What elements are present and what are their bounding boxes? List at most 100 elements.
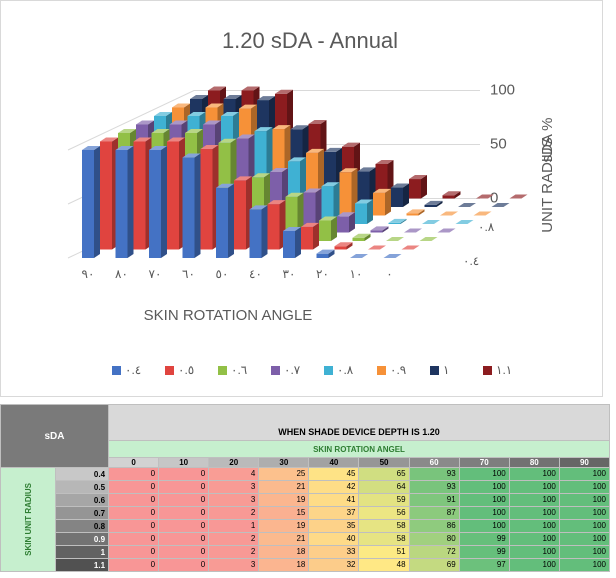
value-cell: 100	[508, 545, 560, 559]
bar-front	[406, 213, 419, 216]
bar-front	[133, 141, 146, 250]
column-header-row: 0 10 20 30 40 50 60 70 80 90	[1, 457, 611, 468]
legend-swatch	[218, 366, 227, 375]
bar-top	[401, 245, 420, 250]
bar-top	[319, 216, 337, 221]
row-label: 0.5	[54, 480, 110, 494]
value-cell: 86	[408, 519, 460, 533]
bar-front	[283, 231, 295, 258]
bar-side	[349, 212, 355, 233]
bar-top	[373, 188, 391, 193]
bar-front	[182, 157, 195, 258]
bar-top	[216, 183, 234, 188]
bar	[234, 176, 252, 250]
legend-swatch	[483, 366, 492, 375]
bar-top	[352, 233, 371, 238]
depth-axis-title: UNIT RADIUS	[539, 137, 556, 233]
value-cell: 15	[258, 506, 310, 520]
column-header: 90	[558, 457, 611, 468]
value-cell: 0	[158, 545, 210, 559]
bar	[301, 222, 319, 250]
value-cell: 19	[258, 493, 310, 507]
bar	[334, 242, 353, 250]
value-cell: 33	[308, 545, 360, 559]
bar	[133, 137, 152, 250]
value-cell: 40	[308, 532, 360, 546]
column-header: 20	[208, 457, 260, 468]
row-label: 1.1	[54, 558, 110, 572]
bar	[368, 245, 386, 250]
bar-top	[285, 192, 304, 197]
value-cell: 100	[558, 480, 611, 494]
bar-top	[339, 168, 358, 173]
bar-front	[388, 222, 401, 224]
bar-front	[355, 203, 367, 224]
bar-side	[382, 226, 389, 233]
legend-label: ١	[443, 363, 449, 377]
bar-front	[249, 209, 262, 258]
bar	[283, 227, 301, 258]
bar-top	[386, 237, 404, 241]
bar-top	[252, 173, 270, 178]
bar-top	[172, 103, 190, 108]
bar	[473, 211, 492, 216]
bar-top	[458, 203, 476, 207]
value-cell: 100	[558, 506, 611, 520]
bar-top	[455, 220, 474, 224]
bar	[216, 183, 234, 258]
data-row: 0.5 0 0 3 21 42 64 93 100 100 100	[1, 480, 611, 494]
bar-front	[303, 192, 316, 233]
bar-top	[149, 146, 167, 150]
bar	[319, 216, 337, 241]
bar-top	[306, 148, 324, 153]
x-tick-label: ٥٠	[216, 267, 229, 281]
value-cell: 100	[508, 480, 560, 494]
bar-front	[424, 204, 437, 207]
bar-top	[473, 211, 492, 216]
column-header: 0	[108, 457, 160, 468]
legend-swatch	[324, 366, 333, 375]
bar-side	[313, 222, 319, 250]
bar-top	[169, 120, 188, 125]
bar	[491, 203, 510, 207]
bar-side	[261, 205, 268, 258]
bar-top	[321, 182, 340, 187]
data-row: 1 0 0 2 18 33 51 72 99 100 100	[1, 545, 611, 559]
bar-front	[334, 246, 347, 250]
bar-top	[491, 203, 510, 207]
x-tick-label: ٠	[386, 267, 392, 281]
x-tick-label: ٧٠	[149, 267, 162, 281]
legend-swatch	[165, 366, 174, 375]
x-tick-label: ١٠	[350, 267, 363, 281]
bar	[442, 191, 461, 199]
bar-side	[367, 199, 373, 224]
bar	[355, 199, 373, 224]
value-cell: 100	[558, 519, 611, 533]
bar-front	[82, 150, 94, 258]
value-cell: 0	[158, 506, 210, 520]
bar-front	[373, 192, 385, 216]
bar-top	[223, 95, 242, 99]
column-header: 70	[458, 457, 510, 468]
value-cell: 4	[208, 467, 260, 481]
value-cell: 100	[508, 506, 560, 520]
bar-front	[316, 253, 329, 258]
bar-top	[368, 245, 386, 250]
value-cell: 93	[408, 480, 460, 494]
data-row: SKIN UNIT RADIUS 0.4 0 0 4 25 45 65 93 100 100 100	[0, 467, 611, 572]
bar-top	[301, 222, 319, 227]
value-cell: 58	[358, 519, 410, 533]
bar-top	[355, 199, 373, 204]
value-cell: 100	[458, 467, 510, 481]
value-cell: 87	[408, 506, 460, 520]
value-cell: 100	[558, 467, 611, 481]
value-cell: 25	[258, 467, 310, 481]
value-cell: 91	[408, 493, 460, 507]
bar	[100, 137, 118, 250]
bar-top	[203, 120, 221, 125]
bar-top	[187, 112, 206, 116]
legend-swatch	[271, 366, 280, 375]
bar	[373, 188, 391, 216]
value-cell: 0	[108, 545, 160, 559]
bar-top	[208, 86, 226, 91]
